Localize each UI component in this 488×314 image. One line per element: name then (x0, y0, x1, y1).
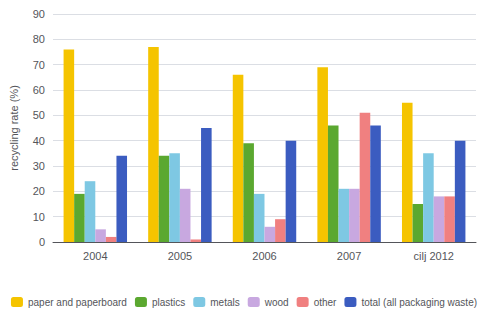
svg-text:20: 20 (33, 185, 45, 197)
svg-text:70: 70 (33, 59, 45, 71)
svg-text:30: 30 (33, 160, 45, 172)
svg-text:metals: metals (210, 297, 239, 308)
svg-text:50: 50 (33, 109, 45, 121)
svg-text:plastics: plastics (152, 297, 185, 308)
svg-text:2005: 2005 (168, 250, 192, 262)
svg-text:other: other (314, 297, 337, 308)
svg-text:40: 40 (33, 135, 45, 147)
svg-text:2007: 2007 (337, 250, 361, 262)
svg-text:80: 80 (33, 33, 45, 45)
svg-text:paper and paperboard: paper and paperboard (28, 297, 127, 308)
svg-text:wood: wood (264, 297, 289, 308)
svg-text:10: 10 (33, 211, 45, 223)
svg-text:recycling rate (%): recycling rate (%) (8, 85, 20, 171)
svg-text:cilj 2012: cilj 2012 (414, 250, 454, 262)
svg-text:0: 0 (39, 236, 45, 248)
svg-text:60: 60 (33, 84, 45, 96)
svg-text:total (all packaging waste): total (all packaging waste) (361, 297, 477, 308)
svg-text:2004: 2004 (83, 250, 107, 262)
svg-text:2006: 2006 (252, 250, 276, 262)
svg-text:90: 90 (33, 8, 45, 20)
